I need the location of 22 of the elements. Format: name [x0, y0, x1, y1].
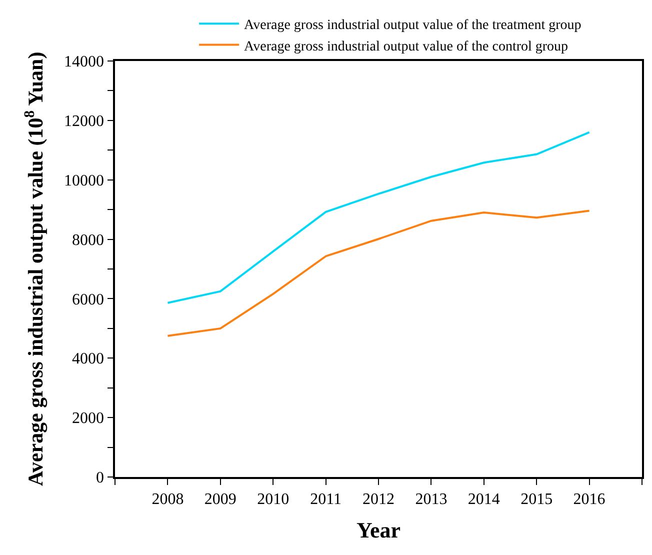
x-tick-label: 2011 [310, 490, 342, 508]
line-series [166, 210, 590, 337]
y-tick-label: 0 [96, 470, 104, 487]
y-tick-label: 4000 [72, 350, 104, 368]
y-tick-label: 14000 [64, 54, 104, 71]
y-tick-label: 12000 [64, 113, 104, 130]
x-tick-label: 2016 [573, 490, 606, 508]
x-tick-label: 2014 [468, 490, 500, 508]
y-tick-label: 8000 [72, 232, 104, 249]
y-tick-label: 6000 [72, 291, 104, 308]
x-tick-label: 2008 [152, 490, 184, 508]
legend-label: Average gross industrial output value of the treatment group [244, 18, 582, 34]
x-tick-label: 2012 [362, 490, 394, 508]
y-tick-label: 2000 [72, 410, 104, 428]
x-tick-label: 2013 [415, 490, 448, 508]
x-axis-title: Year [356, 517, 401, 542]
x-tick-label: 2015 [520, 490, 553, 508]
y-tick-label: 10000 [64, 172, 104, 190]
x-tick-label: 2010 [257, 490, 290, 508]
legend-label: Average gross industrial output value of the control group [244, 39, 568, 54]
line-series [166, 131, 590, 304]
x-tick-label: 2009 [204, 490, 236, 508]
